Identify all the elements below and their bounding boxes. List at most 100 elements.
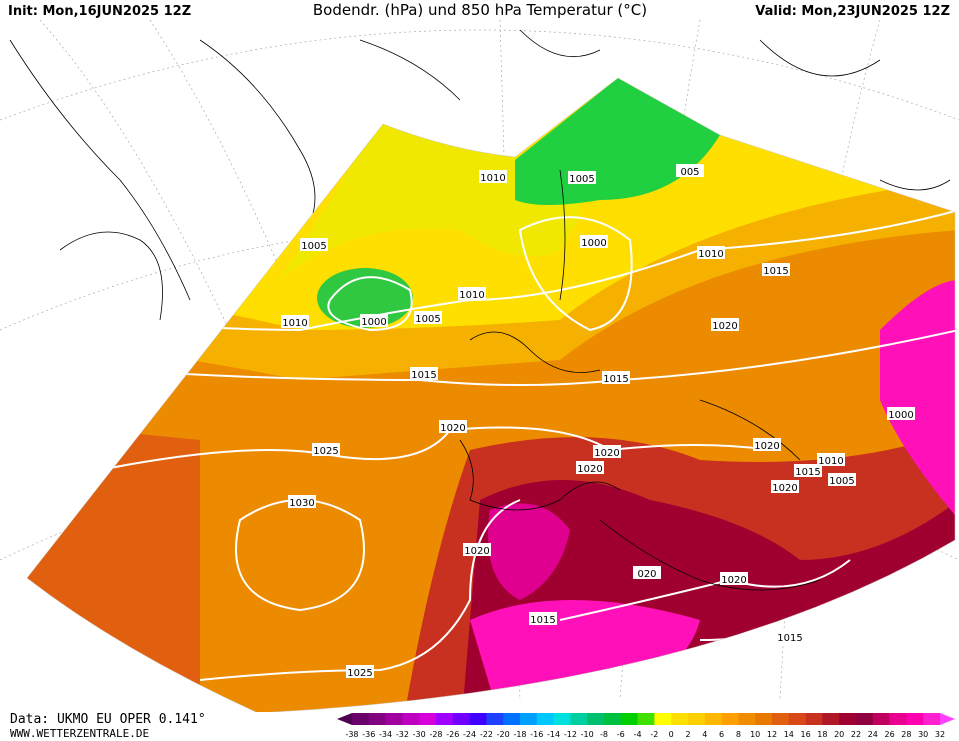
isobar-label: 1020 <box>464 546 489 557</box>
colorbar-label: -2 <box>650 730 658 739</box>
colorbar-swatch <box>822 713 840 725</box>
colorbar-swatch <box>637 713 655 725</box>
colorbar-arrow <box>337 713 352 725</box>
isobar-label-bg <box>771 480 799 493</box>
colorbar-swatch <box>587 713 605 725</box>
colorbar-label: -16 <box>530 730 543 739</box>
colorbar-label: -8 <box>600 730 608 739</box>
isobar-label: 1005 <box>829 476 854 487</box>
colorbar-swatch <box>436 713 454 725</box>
colorbar-swatch <box>772 713 790 725</box>
colorbar-swatch <box>906 713 924 725</box>
colorbar-swatch <box>520 713 538 725</box>
colorbar-label: -6 <box>617 730 625 739</box>
colorbar-swatch <box>671 713 689 725</box>
colorbar-swatch <box>654 713 672 725</box>
valid-time: Valid: Mon,23JUN2025 12Z <box>755 4 950 19</box>
colorbar-swatch <box>688 713 706 725</box>
isobar-label-bg <box>753 438 781 451</box>
isobar-label-bg <box>439 420 467 433</box>
isobar-label-bg <box>458 287 486 300</box>
isobar-label: 1015 <box>777 633 802 644</box>
colorbar-label: -12 <box>564 730 577 739</box>
colorbar-label: 18 <box>817 730 827 739</box>
isobar-label: 1020 <box>577 464 602 475</box>
domain-outline <box>26 77 956 714</box>
colorbar-label: 24 <box>868 730 878 739</box>
isobar-label: 1020 <box>440 423 465 434</box>
colorbar-label: -24 <box>463 730 476 739</box>
colorbar-swatch <box>486 713 504 725</box>
colorbar-label: 26 <box>885 730 895 739</box>
colorbar-swatch <box>419 713 437 725</box>
isobar-label: 1030 <box>289 498 314 509</box>
map-title: Bodendr. (hPa) und 850 hPa Temperatur (°… <box>313 1 647 19</box>
colorbar-label: -18 <box>513 730 526 739</box>
isobar-label: 005 <box>680 167 699 178</box>
data-source: Data: UKMO EU OPER 0.141° <box>10 712 206 727</box>
isobar-label-bg <box>463 543 491 556</box>
isobar-label: 020 <box>637 569 656 580</box>
isobar-label: 1010 <box>282 318 307 329</box>
colorbar-label: 8 <box>736 730 741 739</box>
isobar-label: 1005 <box>415 314 440 325</box>
colorbar-swatch <box>839 713 857 725</box>
colorbar-label: 16 <box>801 730 811 739</box>
colorbar-label: 10 <box>750 730 760 739</box>
isobar-label: 1010 <box>698 249 723 260</box>
colorbar-label: -4 <box>634 730 642 739</box>
colorbar-swatch <box>755 713 773 725</box>
colorbar-swatch <box>721 713 739 725</box>
isobar-label-bg <box>479 170 507 183</box>
colorbar-label: -28 <box>429 730 442 739</box>
isobar-label: 1020 <box>772 483 797 494</box>
isobar-label-bg <box>633 566 661 579</box>
colorbar-label: 28 <box>901 730 911 739</box>
isobar-label: 1025 <box>313 446 338 457</box>
website: WWW.WETTERZENTRALE.DE <box>10 727 149 740</box>
isobar-label-bg <box>288 495 316 508</box>
colorbar-swatch <box>604 713 622 725</box>
colorbar-label: 20 <box>834 730 844 739</box>
colorbar-label: 2 <box>685 730 690 739</box>
isobar-label-bg <box>281 315 309 328</box>
colorbar-label: -14 <box>547 730 560 739</box>
colorbar-swatch <box>536 713 554 725</box>
isobar-label: 1020 <box>594 448 619 459</box>
isobar-label-bg <box>720 572 748 585</box>
colorbar-swatch <box>553 713 571 725</box>
colorbar-label: 0 <box>669 730 674 739</box>
isobar-label-bg <box>568 171 596 184</box>
isobar-label: 1010 <box>480 173 505 184</box>
isobar-label-bg <box>410 367 438 380</box>
colorbar-swatch <box>788 713 806 725</box>
isobar-label: 1015 <box>603 374 628 385</box>
colorbar-swatch <box>402 713 420 725</box>
colorbar-swatch <box>704 713 722 725</box>
colorbar-swatch <box>368 713 386 725</box>
colorbar-swatch <box>872 713 890 725</box>
colorbar-label: 4 <box>702 730 707 739</box>
colorbar-swatch <box>738 713 756 725</box>
isobar-label-bg <box>794 464 822 477</box>
isobar-label: 1020 <box>712 321 737 332</box>
isobar-label-bg <box>711 318 739 331</box>
header-bar <box>0 0 959 20</box>
colorbar-swatch <box>452 713 470 725</box>
colorbar-label: -38 <box>345 730 358 739</box>
colorbar-swatch <box>620 713 638 725</box>
colorbar-label: 32 <box>935 730 945 739</box>
colorbar-label: -10 <box>581 730 594 739</box>
colorbar-swatch <box>352 713 370 725</box>
isobar-label-bg <box>776 630 804 643</box>
isobar-label-bg <box>602 371 630 384</box>
colorbar-label: -36 <box>362 730 375 739</box>
colorbar-swatch <box>469 713 487 725</box>
isobar-label-bg <box>312 443 340 456</box>
isobar-label: 1020 <box>754 441 779 452</box>
colorbar-label: 12 <box>767 730 777 739</box>
colorbar-label: 22 <box>851 730 861 739</box>
isobar-label: 1005 <box>301 241 326 252</box>
